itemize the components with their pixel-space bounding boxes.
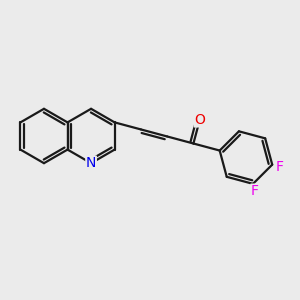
Text: N: N xyxy=(86,156,96,170)
Text: O: O xyxy=(194,113,205,127)
Text: F: F xyxy=(251,184,259,198)
Text: F: F xyxy=(276,160,283,174)
